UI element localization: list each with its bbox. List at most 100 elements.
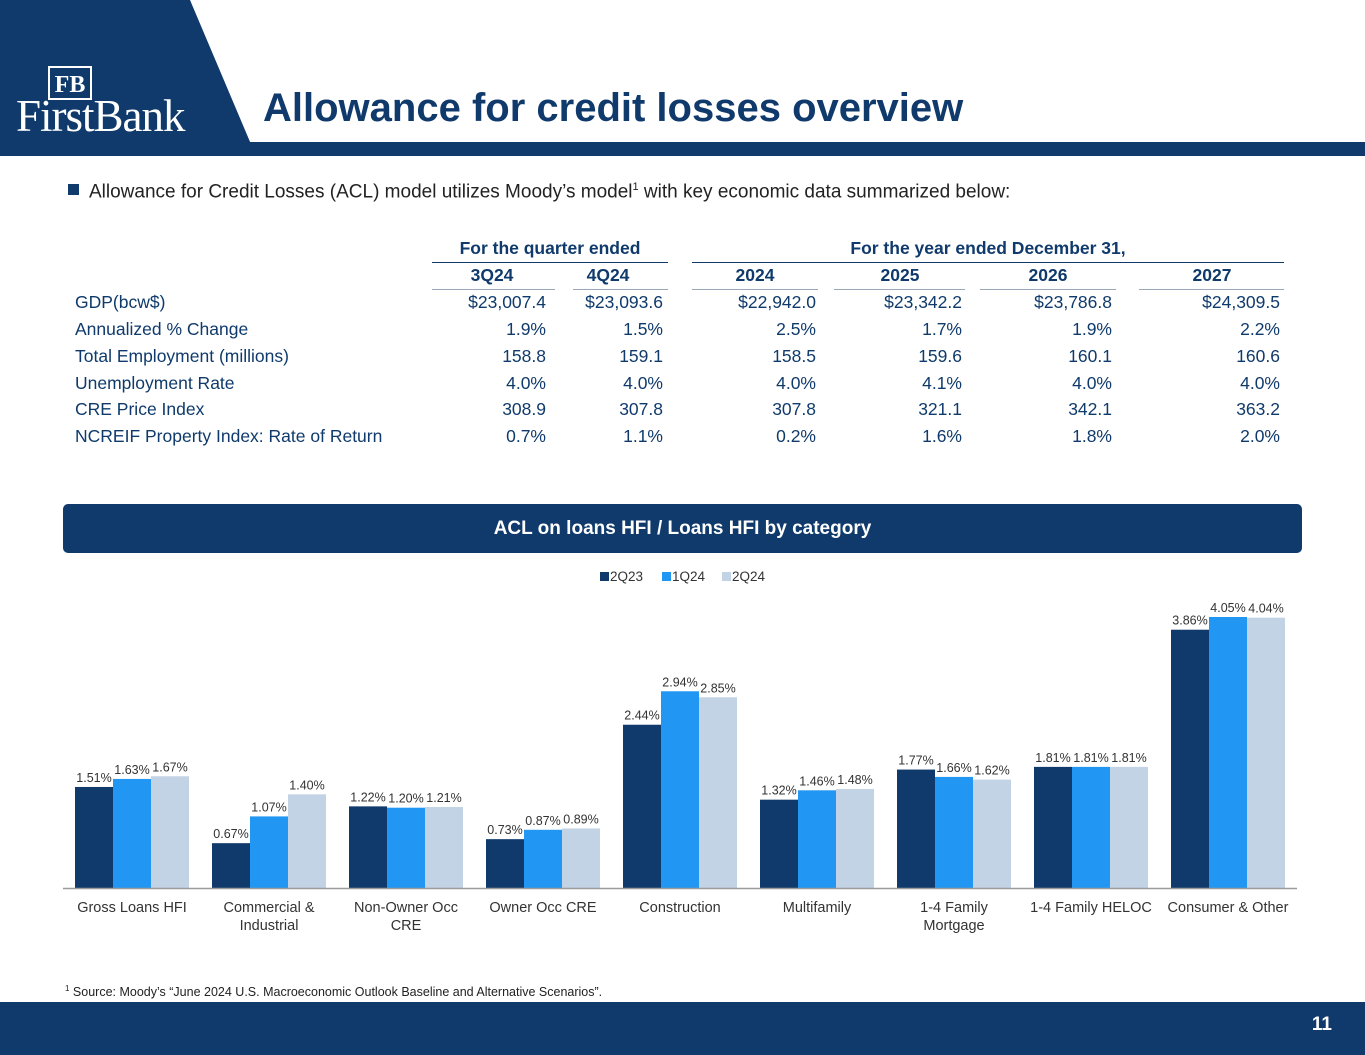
table-cell: 1.9%	[506, 319, 546, 339]
data-label: 2.44%	[624, 709, 659, 723]
logo-monogram-icon: FB	[48, 66, 92, 100]
category-label-line: Industrial	[240, 918, 299, 934]
data-label: 1.81%	[1111, 751, 1146, 765]
bar	[973, 779, 1011, 888]
footnote-marker: 1	[65, 984, 70, 993]
category-label: 1-4 Family HELOC	[1030, 900, 1152, 916]
data-label: 1.46%	[799, 774, 834, 788]
table-cell: 160.1	[1068, 346, 1112, 366]
table-cell: $23,786.8	[1034, 292, 1112, 312]
header-band	[0, 0, 1365, 156]
data-label: 1.40%	[289, 778, 324, 792]
table-cell: 4.0%	[1240, 373, 1280, 393]
data-label: 1.67%	[152, 760, 187, 774]
table-cell: 1.6%	[922, 426, 962, 446]
table-cell: 158.8	[502, 346, 546, 366]
column-header-underline	[980, 289, 1116, 290]
table-cell: 321.1	[918, 399, 962, 419]
group-header-year: For the year ended December 31,	[850, 238, 1126, 258]
category-label-line: Construction	[639, 900, 720, 916]
legend-label: 2Q23	[610, 569, 643, 584]
table-cell: 307.8	[772, 399, 816, 419]
data-label: 1.22%	[350, 790, 385, 804]
category-label-line: 1-4 Family HELOC	[1030, 900, 1152, 916]
data-label: 2.94%	[662, 675, 697, 689]
table-cell: 4.0%	[623, 373, 663, 393]
bar	[1034, 766, 1072, 888]
column-header: 2026	[1028, 265, 1068, 285]
data-label: 1.48%	[837, 773, 872, 787]
logo-monogram-text: FB	[55, 72, 86, 98]
bar	[1072, 766, 1110, 888]
bar	[562, 828, 600, 888]
bar	[524, 829, 562, 888]
bar	[425, 807, 463, 888]
table-cell: 159.1	[619, 346, 663, 366]
footer-bar: 11	[0, 1002, 1365, 1055]
column-header: 3Q24	[470, 265, 514, 285]
group-header-quarter: For the quarter ended	[459, 238, 641, 258]
category-label: Owner Occ CRE	[489, 900, 596, 916]
category-label-line: Owner Occ CRE	[489, 900, 596, 916]
chart-section-title: ACL on loans HFI / Loans HFI by category	[493, 518, 872, 539]
category-label-line: Commercial &	[223, 900, 314, 916]
row-label: CRE Price Index	[75, 399, 205, 419]
legend-swatch	[662, 572, 671, 581]
data-label: 2.85%	[700, 681, 735, 695]
table-cell: $23,007.4	[468, 292, 546, 312]
table-cell: 158.5	[772, 346, 816, 366]
table-cell: 4.0%	[776, 373, 816, 393]
table-cell: $24,309.5	[1202, 292, 1280, 312]
table-cell: 308.9	[502, 399, 546, 419]
data-label: 0.67%	[213, 827, 248, 841]
table-cell: 4.0%	[506, 373, 546, 393]
chart-section-banner: ACL on loans HFI / Loans HFI by category	[63, 504, 1302, 553]
data-label: 1.62%	[974, 764, 1009, 778]
category-label: Commercial & Industrial	[223, 900, 314, 934]
column-header: 4Q24	[586, 265, 630, 285]
legend-swatch	[722, 572, 731, 581]
table-cell: 342.1	[1068, 399, 1112, 419]
table-cell: 1.9%	[1072, 319, 1112, 339]
bar	[113, 778, 151, 888]
group-underline-quarter	[432, 262, 668, 263]
table-cell: $22,942.0	[738, 292, 816, 312]
bar	[212, 843, 250, 888]
row-label: Unemployment Rate	[75, 373, 235, 393]
data-label: 4.05%	[1210, 601, 1245, 615]
data-label: 1.81%	[1035, 751, 1070, 765]
bar	[935, 776, 973, 888]
column-header-underline	[1139, 289, 1284, 290]
page-number: 11	[1311, 1014, 1332, 1035]
table-cell: 307.8	[619, 399, 663, 419]
category-label-line: CRE	[391, 918, 422, 934]
intro-text: Allowance for Credit Losses (ACL) model …	[89, 181, 633, 203]
acl-bar-chart: 2Q23 1Q24 2Q24 1.51%1.63% 1.67% Gross Loans H…	[63, 569, 1297, 934]
column-header-underline	[834, 289, 965, 290]
column-header-underline	[573, 289, 668, 290]
column-header: 2024	[735, 265, 775, 285]
bar	[897, 769, 935, 888]
bar	[250, 816, 288, 888]
bar	[349, 806, 387, 888]
table-cell: 1.7%	[922, 319, 962, 339]
table-cell: 1.8%	[1072, 426, 1112, 446]
category-label: Construction	[639, 900, 720, 916]
data-label: 1.66%	[936, 761, 971, 775]
bar	[798, 790, 836, 888]
group-underline-year	[692, 262, 1284, 263]
table-cell: 4.1%	[922, 373, 962, 393]
data-label: 4.04%	[1248, 602, 1283, 616]
table-cell: 0.2%	[776, 426, 816, 446]
row-label: Total Employment (millions)	[75, 346, 289, 366]
bar	[699, 697, 737, 888]
bar	[1247, 617, 1285, 888]
intro-footnote-ref: 1	[632, 181, 639, 193]
bar	[1110, 766, 1148, 888]
table-cell: 0.7%	[506, 426, 546, 446]
table-cell: $23,093.6	[585, 292, 663, 312]
column-header: 2027	[1192, 265, 1232, 285]
table-cell: 2.0%	[1240, 426, 1280, 446]
bar	[623, 724, 661, 888]
row-label: Annualized % Change	[75, 319, 249, 339]
